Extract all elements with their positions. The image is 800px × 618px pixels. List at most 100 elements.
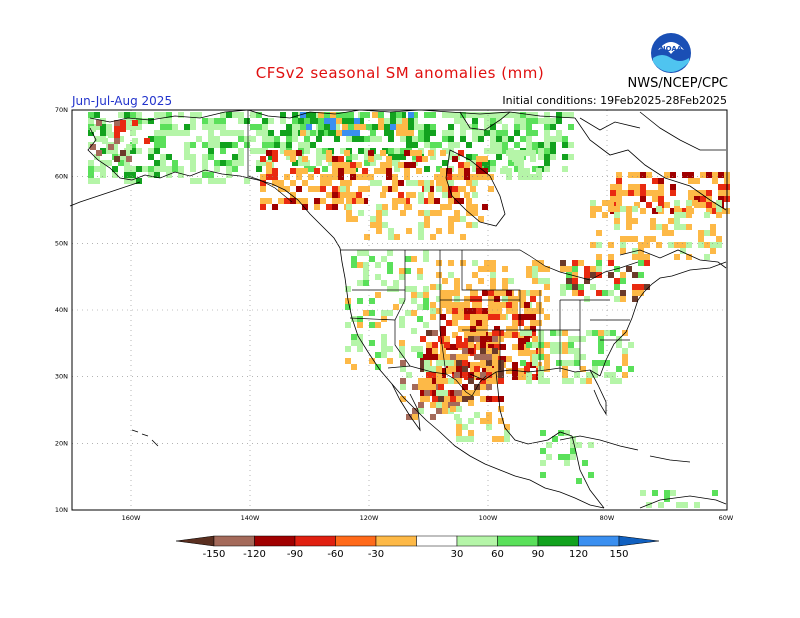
anomaly-cell	[442, 160, 448, 166]
anomaly-cell	[632, 272, 638, 278]
anomaly-cell	[532, 142, 538, 148]
anomaly-cell	[190, 166, 196, 172]
anomaly-cell	[344, 168, 350, 174]
anomaly-cell	[454, 284, 460, 290]
anomaly-cell	[464, 168, 470, 174]
anomaly-cell	[202, 172, 208, 178]
anomaly-cell	[480, 354, 486, 360]
anomaly-cell	[304, 136, 310, 142]
anomaly-cell	[520, 118, 526, 124]
anomaly-cell	[532, 354, 538, 360]
anomaly-cell	[351, 364, 357, 370]
anomaly-cell	[712, 178, 718, 184]
anomaly-cell	[417, 274, 423, 280]
anomaly-cell	[430, 130, 436, 136]
anomaly-cell	[658, 502, 664, 508]
anomaly-cell	[488, 186, 494, 192]
anomaly-cell	[424, 216, 430, 222]
anomaly-cell	[502, 130, 508, 136]
anomaly-cell	[100, 130, 106, 136]
anomaly-cell	[584, 266, 590, 272]
anomaly-cell	[442, 136, 448, 142]
colorbar-label: 60	[491, 549, 504, 560]
anomaly-cell	[680, 248, 686, 254]
anomaly-cell	[680, 212, 686, 218]
anomaly-cell	[502, 278, 508, 284]
anomaly-cell	[124, 148, 130, 154]
anomaly-cell	[572, 290, 578, 296]
anomaly-cell	[506, 308, 512, 314]
anomaly-cell	[490, 112, 496, 118]
anomaly-cell	[620, 236, 626, 242]
anomaly-cell	[406, 180, 412, 186]
anomaly-cell	[572, 284, 578, 290]
anomaly-cell	[526, 118, 532, 124]
colorbar-swatch	[375, 535, 417, 547]
anomaly-cell	[114, 156, 120, 162]
anomaly-cell	[498, 366, 504, 372]
anomaly-cell	[412, 124, 418, 130]
anomaly-cell	[476, 314, 482, 320]
anomaly-cell	[412, 112, 418, 118]
anomaly-cell	[438, 396, 444, 402]
anomaly-cell	[130, 148, 136, 154]
anomaly-cell	[408, 130, 414, 136]
anomaly-cell	[154, 112, 160, 118]
anomaly-cell	[202, 160, 208, 166]
anomaly-cell	[272, 180, 278, 186]
anomaly-cell	[496, 142, 502, 148]
anomaly-cell	[452, 320, 458, 326]
anomaly-cell	[458, 314, 464, 320]
anomaly-cell	[514, 142, 520, 148]
anomaly-cell	[411, 256, 417, 262]
anomaly-cell	[262, 142, 268, 148]
anomaly-cell	[376, 180, 382, 186]
anomaly-cell	[423, 292, 429, 298]
anomaly-cell	[418, 228, 424, 234]
anomaly-cell	[500, 344, 506, 350]
anomaly-cell	[392, 180, 398, 186]
anomaly-cell	[380, 192, 386, 198]
anomaly-cell	[468, 342, 474, 348]
anomaly-cell	[492, 330, 498, 336]
map-frame	[71, 109, 728, 511]
anomaly-cell	[232, 112, 238, 118]
anomaly-cell	[590, 200, 596, 206]
anomaly-cell	[588, 442, 594, 448]
anomaly-cell	[470, 296, 476, 302]
lon-label: 120W	[360, 514, 379, 522]
anomaly-cell	[490, 166, 496, 172]
anomaly-cell	[494, 302, 500, 308]
anomaly-cell	[94, 154, 100, 160]
anomaly-cell	[484, 118, 490, 124]
anomaly-cell	[638, 272, 644, 278]
anomaly-cell	[514, 112, 520, 118]
anomaly-cell	[124, 124, 130, 130]
anomaly-cell	[452, 308, 458, 314]
lat-label: 10N	[55, 506, 68, 514]
anomaly-cell	[608, 260, 614, 266]
anomaly-cell	[362, 168, 368, 174]
anomaly-cell	[326, 180, 332, 186]
anomaly-cell	[314, 198, 320, 204]
anomaly-cell	[424, 142, 430, 148]
anomaly-cell	[458, 168, 464, 174]
anomaly-cell	[502, 124, 508, 130]
anomaly-cell	[452, 344, 458, 350]
anomaly-cell	[550, 348, 556, 354]
anomaly-cell	[712, 172, 718, 178]
anomaly-cell	[420, 366, 426, 372]
anomaly-cell	[142, 166, 148, 172]
anomaly-cell	[546, 454, 552, 460]
lat-lon-grid	[72, 110, 727, 510]
anomaly-cell	[506, 150, 512, 156]
anomaly-cell	[544, 124, 550, 130]
anomaly-cell	[362, 198, 368, 204]
anomaly-cell	[462, 366, 468, 372]
anomaly-cell	[626, 218, 632, 224]
anomaly-cell	[296, 174, 302, 180]
anomaly-cell	[442, 186, 448, 192]
anomaly-cell	[381, 340, 387, 346]
anomaly-cell	[662, 224, 668, 230]
anomaly-cell	[450, 406, 456, 412]
